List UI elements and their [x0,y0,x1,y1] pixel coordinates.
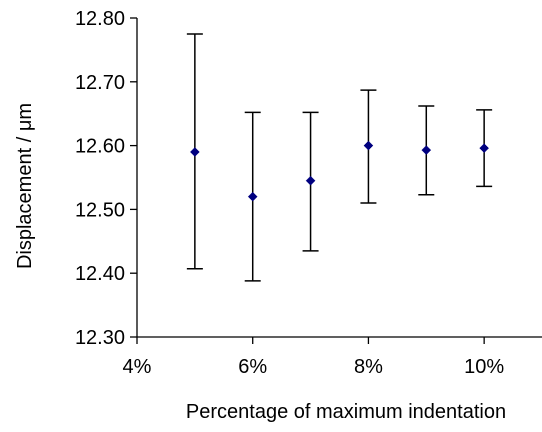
data-point [421,145,432,155]
data-point [305,175,316,186]
data-point [190,147,200,157]
y-tick-label: 12.30 [75,327,125,349]
y-tick-label: 12.70 [75,72,125,94]
y-tick-label: 12.40 [75,263,125,285]
x-tick-label: 8% [354,356,383,378]
y-axis-label-text: Displacement / [14,131,36,269]
plot-area [136,18,542,338]
y-axis: 12.30 12.40 12.50 12.60 12.70 12.80 [75,8,137,349]
data-point [479,143,489,154]
y-tick-label: 12.50 [75,199,125,221]
y-axis-label: Displacement / μm [14,103,36,269]
data-points [190,140,489,202]
y-tick-label: 12.80 [75,8,125,30]
x-axis-label: Percentage of maximum indentation [186,401,506,423]
x-tick-label: 10% [464,356,504,378]
error-bars [186,33,493,282]
x-tick-label: 4% [123,356,152,378]
y-tick-label: 12.60 [75,136,125,158]
x-tick-label: 6% [238,356,267,378]
data-point [247,191,258,202]
y-axis-label-unit: μm [14,103,36,131]
x-axis: 4% 6% 8% 10% [123,337,504,378]
data-point [363,140,374,151]
